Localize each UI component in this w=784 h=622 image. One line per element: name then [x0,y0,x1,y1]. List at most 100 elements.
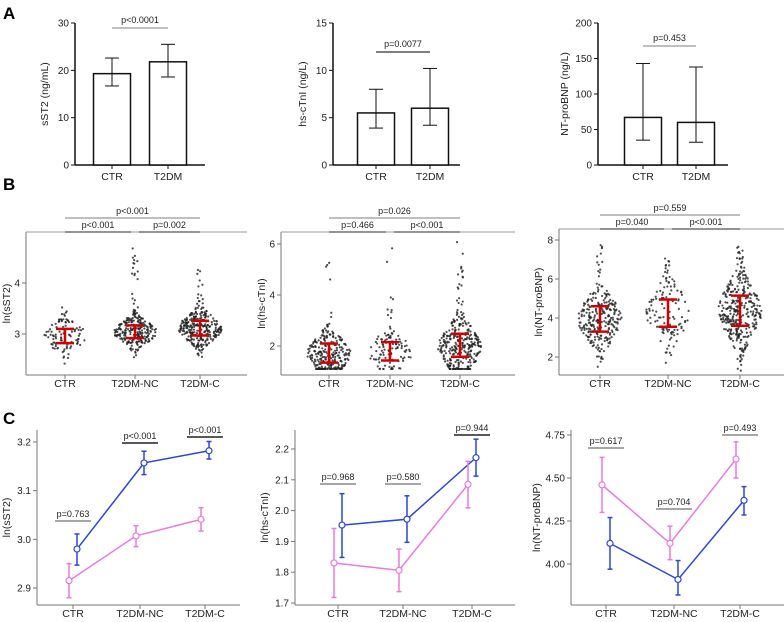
data-point [476,338,479,341]
data-point [589,323,592,326]
data-point [131,316,134,320]
data-point [337,366,340,369]
data-point [445,337,448,340]
data-point [465,357,468,360]
data-point [470,340,473,343]
data-point [335,349,339,352]
data-point [73,330,76,333]
data-point [388,365,391,368]
data-point [450,346,454,349]
data-point [348,348,351,351]
data-point [134,313,137,316]
data-point [720,317,723,321]
data-point [438,344,441,347]
data-point [604,325,607,328]
data-point [728,305,731,308]
data-point [403,345,407,348]
x-tick-label: CTR [632,171,654,183]
data-point [587,319,590,322]
data-point [736,246,739,249]
data-point [151,325,154,328]
data-point [751,322,754,325]
data-point [324,345,327,348]
data-point [148,332,151,335]
data-point [136,317,139,320]
data-point [61,306,64,309]
data-point [464,321,467,325]
data-point [733,346,736,350]
data-point [399,355,403,358]
data-point [736,310,740,313]
data-point [207,330,210,333]
data-point [66,356,70,360]
data-point [137,319,140,323]
data-point [742,277,745,280]
data-point [665,328,669,331]
data-point [141,341,144,344]
data-point [467,360,470,364]
data-point [607,327,611,330]
data-point [616,328,619,332]
data-point [456,273,460,276]
data-point [456,338,460,342]
data-point [722,316,725,319]
data-point [739,265,742,268]
data-point [389,367,393,371]
x-tick-label: T2DM-NC [379,608,427,620]
p-value-label: p=0.617 [590,436,623,446]
data-point [201,298,204,301]
data-point [195,337,199,340]
y-tick-label: 2.1 [275,475,289,486]
data-point [611,299,615,302]
data-point [687,309,690,312]
data-point [727,321,730,324]
data-point [665,351,668,354]
data-point [325,336,329,339]
data-point [191,326,194,329]
data-point [449,357,452,360]
data-point [760,309,763,312]
data-point [726,317,730,320]
data-point [595,355,599,358]
data-point [326,263,329,267]
data-point [736,275,739,278]
data-point [345,353,348,356]
data-point [115,328,118,331]
data-point [192,342,195,346]
data-point [720,309,724,313]
data-point [442,332,445,335]
data-point [199,312,202,315]
data-point [383,364,387,367]
data-point [329,357,332,360]
data-point [338,343,341,347]
data-point [719,301,722,304]
data-point [583,314,586,317]
data-point [725,321,728,324]
data-point [599,268,602,271]
x-tick-label: CTR [54,378,76,390]
data-point [466,342,469,346]
data-point [60,313,64,316]
data-point [580,313,583,316]
data-point [582,332,585,335]
data-point [744,335,747,338]
data-point [58,318,61,321]
data-point [585,334,588,337]
data-point [321,334,324,337]
data-point [603,320,606,323]
data-point [755,297,759,300]
data-point [744,297,747,300]
data-point [663,286,666,289]
data-point [753,327,756,330]
data-point [128,329,131,333]
p-value-label: p<0.001 [690,217,723,227]
data-point [182,327,185,331]
data-point [390,247,394,250]
data-point [330,311,333,314]
data-point-blue [606,539,614,547]
data-point [207,315,210,318]
data-point [749,333,753,336]
data-point [199,337,202,340]
data-point [147,338,150,341]
data-point [118,323,121,327]
